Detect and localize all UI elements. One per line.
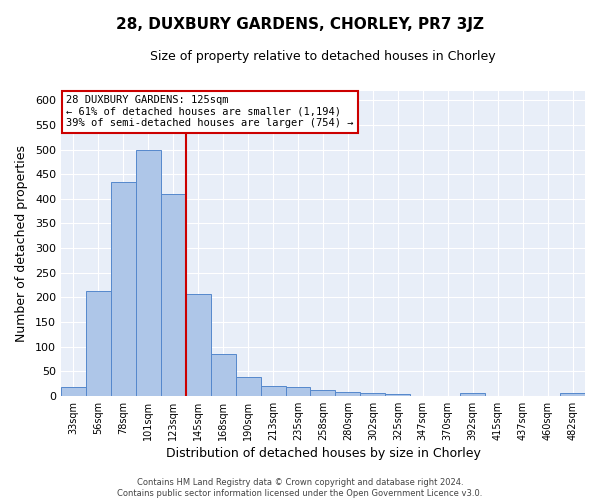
Bar bbox=[61, 387, 86, 396]
Bar bbox=[86, 292, 111, 396]
Text: Contains HM Land Registry data © Crown copyright and database right 2024.
Contai: Contains HM Land Registry data © Crown c… bbox=[118, 478, 482, 498]
Bar bbox=[460, 394, 485, 396]
Bar bbox=[161, 194, 186, 396]
X-axis label: Distribution of detached houses by size in Chorley: Distribution of detached houses by size … bbox=[166, 447, 481, 460]
Bar bbox=[186, 294, 211, 396]
Y-axis label: Number of detached properties: Number of detached properties bbox=[15, 144, 28, 342]
Bar bbox=[236, 377, 260, 396]
Bar bbox=[136, 150, 161, 396]
Bar bbox=[111, 182, 136, 396]
Bar bbox=[335, 392, 361, 396]
Bar bbox=[560, 394, 585, 396]
Bar bbox=[286, 387, 310, 396]
Bar bbox=[211, 354, 236, 396]
Text: 28, DUXBURY GARDENS, CHORLEY, PR7 3JZ: 28, DUXBURY GARDENS, CHORLEY, PR7 3JZ bbox=[116, 18, 484, 32]
Bar bbox=[310, 390, 335, 396]
Bar bbox=[260, 386, 286, 396]
Bar bbox=[385, 394, 410, 396]
Title: Size of property relative to detached houses in Chorley: Size of property relative to detached ho… bbox=[150, 50, 496, 63]
Bar bbox=[361, 394, 385, 396]
Text: 28 DUXBURY GARDENS: 125sqm
← 61% of detached houses are smaller (1,194)
39% of s: 28 DUXBURY GARDENS: 125sqm ← 61% of deta… bbox=[66, 95, 353, 128]
